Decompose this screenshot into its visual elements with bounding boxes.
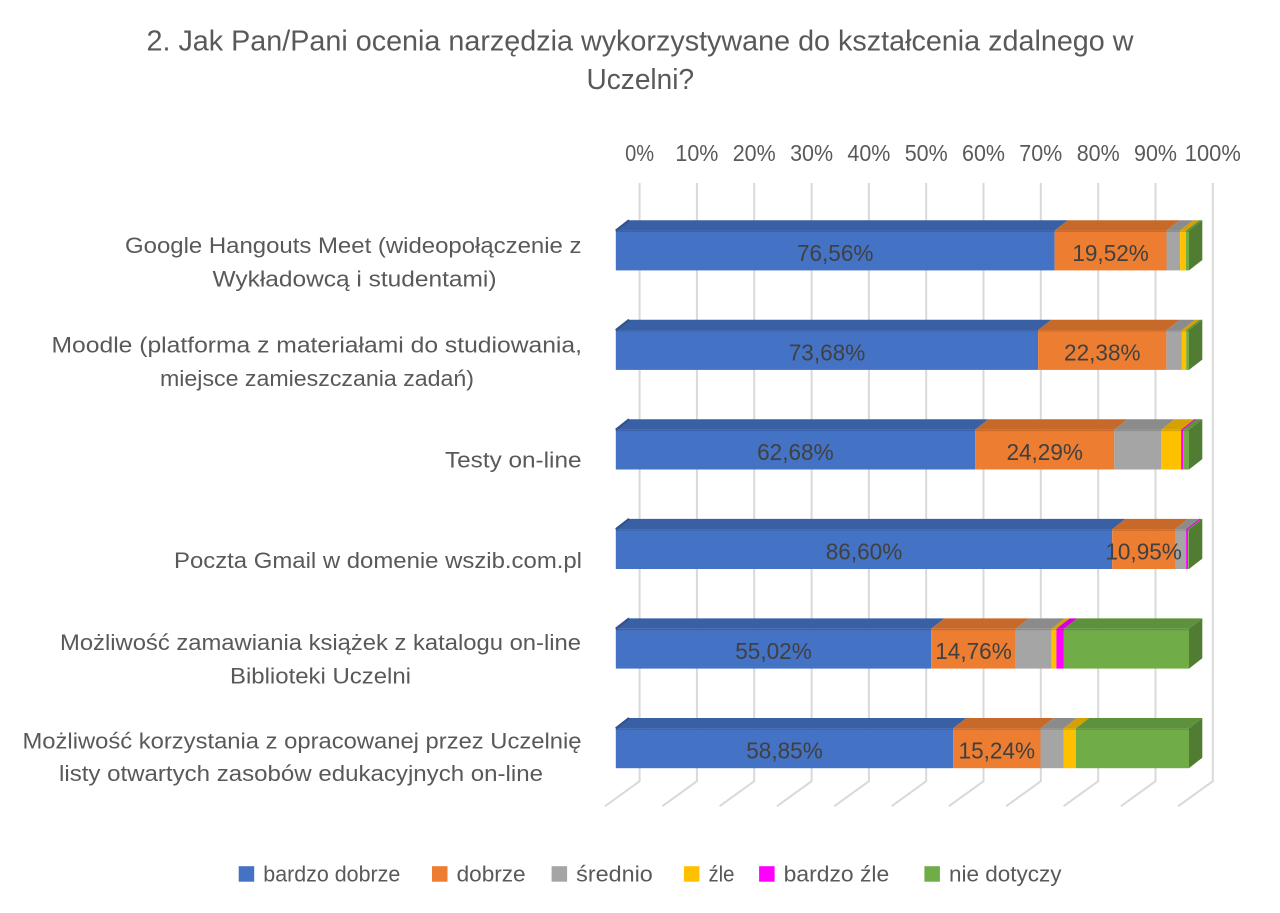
svg-text:73,68%: 73,68% bbox=[789, 339, 866, 365]
svg-text:bardzo dobrze: bardzo dobrze bbox=[263, 862, 400, 887]
svg-text:62,68%: 62,68% bbox=[757, 439, 834, 465]
svg-text:90%: 90% bbox=[1134, 140, 1177, 166]
svg-text:60%: 60% bbox=[962, 140, 1005, 166]
svg-text:14,76%: 14,76% bbox=[935, 638, 1012, 664]
svg-text:Testy on-line: Testy on-line bbox=[445, 448, 582, 473]
svg-text:bardzo źle: bardzo źle bbox=[784, 862, 890, 887]
svg-text:dobrze: dobrze bbox=[457, 862, 526, 887]
svg-text:24,29%: 24,29% bbox=[1006, 439, 1083, 465]
svg-text:30%: 30% bbox=[790, 140, 833, 166]
svg-text:listy otwartych zasobów edukac: listy otwartych zasobów edukacyjnych on-… bbox=[59, 761, 543, 786]
svg-text:średnio: średnio bbox=[576, 862, 653, 887]
svg-text:źle: źle bbox=[709, 862, 735, 887]
svg-text:miejsce zamieszczania zadań): miejsce zamieszczania zadań) bbox=[160, 366, 474, 391]
svg-text:58,85%: 58,85% bbox=[746, 738, 823, 764]
svg-text:40%: 40% bbox=[847, 140, 890, 166]
svg-text:50%: 50% bbox=[905, 140, 948, 166]
svg-text:Poczta Gmail w domenie wszib.c: Poczta Gmail w domenie wszib.com.pl bbox=[174, 548, 582, 573]
svg-text:22,38%: 22,38% bbox=[1064, 339, 1141, 365]
svg-text:nie dotyczy: nie dotyczy bbox=[949, 862, 1062, 887]
svg-text:Moodle (platforma z materiałam: Moodle (platforma z materiałami do studi… bbox=[52, 333, 583, 358]
svg-text:55,02%: 55,02% bbox=[735, 638, 812, 664]
svg-text:Biblioteki Uczelni: Biblioteki Uczelni bbox=[230, 664, 411, 689]
svg-text:2. Jak Pan/Pani ocenia narzędz: 2. Jak Pan/Pani ocenia narzędzia wykorzy… bbox=[147, 26, 1135, 58]
svg-text:Uczelni?: Uczelni? bbox=[587, 64, 695, 96]
svg-text:10,95%: 10,95% bbox=[1105, 539, 1182, 565]
svg-text:19,52%: 19,52% bbox=[1072, 240, 1149, 266]
svg-text:80%: 80% bbox=[1077, 140, 1120, 166]
svg-text:86,60%: 86,60% bbox=[826, 539, 903, 565]
svg-text:Możliwość korzystania z opraco: Możliwość korzystania z opracowanej prze… bbox=[23, 729, 582, 754]
svg-text:0%: 0% bbox=[625, 140, 654, 166]
svg-text:70%: 70% bbox=[1019, 140, 1062, 166]
svg-text:15,24%: 15,24% bbox=[959, 738, 1036, 764]
svg-text:100%: 100% bbox=[1185, 140, 1241, 166]
svg-text:Wykładowcą i studentami): Wykładowcą i studentami) bbox=[213, 267, 497, 292]
svg-text:20%: 20% bbox=[733, 140, 776, 166]
svg-text:Możliwość zamawiania książek z: Możliwość zamawiania książek z katalogu … bbox=[60, 630, 581, 655]
svg-text:76,56%: 76,56% bbox=[797, 240, 874, 266]
svg-text:Google Hangouts Meet (wideopoł: Google Hangouts Meet (wideopołączenie z bbox=[125, 233, 582, 258]
svg-text:10%: 10% bbox=[675, 140, 718, 166]
